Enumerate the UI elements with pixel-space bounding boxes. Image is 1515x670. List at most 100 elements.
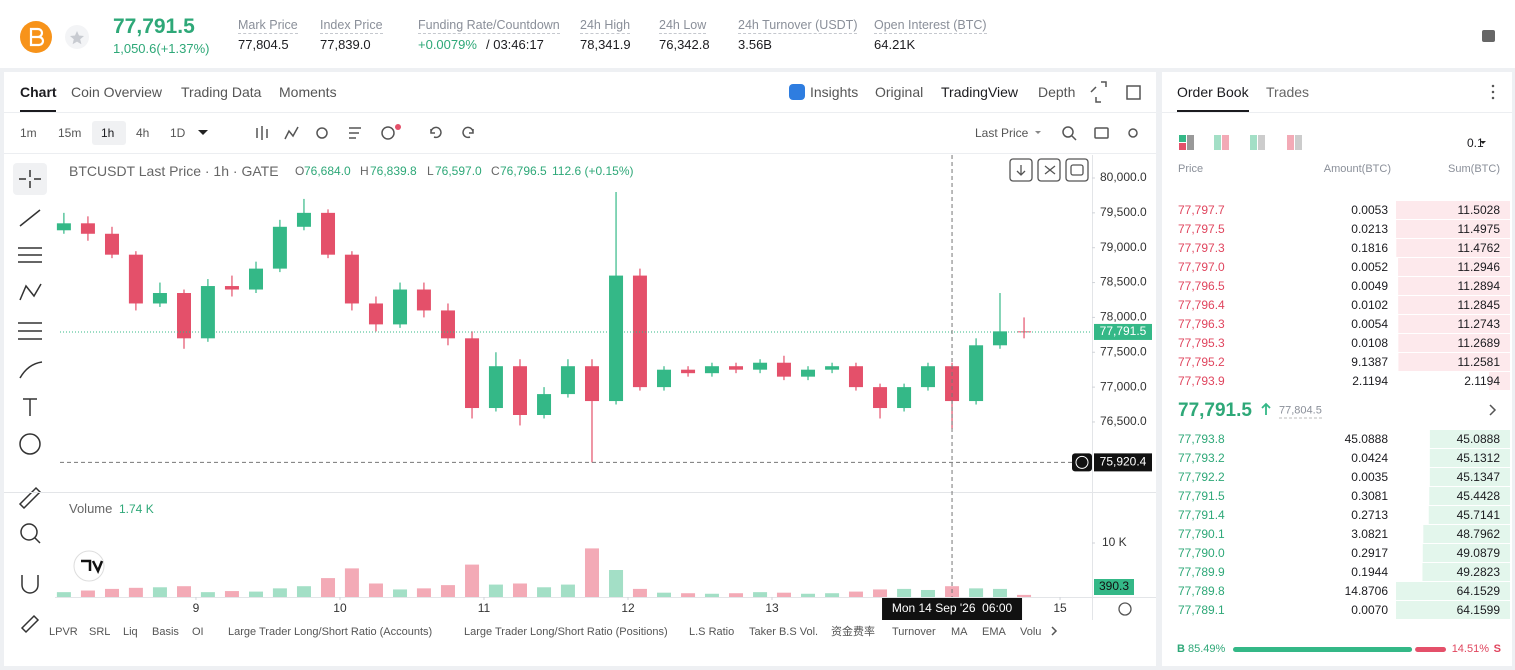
ob-price: 77,795.3 — [1178, 336, 1225, 350]
dropdown-caret[interactable] — [198, 130, 208, 135]
ob-sum: 48.7962 — [1456, 527, 1500, 541]
candle-body — [296, 212, 311, 227]
ob-amount: 0.0424 — [1351, 451, 1388, 465]
volume-bar — [512, 583, 527, 597]
depth-mode-icons[interactable] — [1179, 135, 1302, 150]
interval[interactable]: 15m — [58, 126, 82, 140]
ob-amount: 3.0821 — [1351, 527, 1388, 541]
indicator[interactable]: Volu — [1020, 626, 1042, 638]
ob-sum: 11.2894 — [1457, 279, 1501, 293]
indicator[interactable]: Basis — [152, 626, 179, 638]
interval[interactable]: 1h — [101, 126, 115, 140]
ob-sum: 45.1312 — [1456, 451, 1500, 465]
indicator[interactable]: EMA — [982, 626, 1006, 638]
volume-title: Volume — [69, 501, 113, 516]
indicator[interactable]: OI — [192, 626, 204, 638]
ob-sum: 45.7141 — [1456, 508, 1500, 522]
volume-bar — [657, 592, 672, 597]
volume-bar — [848, 591, 863, 597]
indicator[interactable]: MA — [951, 626, 968, 638]
indicator[interactable]: 资金费率 — [831, 626, 875, 638]
indicator[interactable]: L.S Ratio — [689, 626, 735, 638]
view-tab[interactable]: Insights — [810, 84, 859, 100]
candle-body — [729, 366, 744, 370]
dropdown-caret[interactable] — [1035, 131, 1041, 134]
toolbar-icons[interactable] — [256, 81, 1495, 141]
ob-sum: 11.4975 — [1457, 222, 1501, 236]
precision[interactable]: 0.1 — [1467, 136, 1484, 150]
legend-key: O — [295, 164, 305, 178]
volume-tick-label: 10 K — [1102, 535, 1127, 549]
candle-body — [825, 366, 840, 370]
ob-price: 77,797.7 — [1178, 203, 1225, 217]
scroll-right[interactable] — [1051, 626, 1058, 636]
indicator[interactable]: Large Trader Long/Short Ratio (Positions… — [464, 626, 668, 638]
y-tick-label: 76,500.0 — [1100, 414, 1147, 428]
indicator[interactable]: Large Trader Long/Short Ratio (Accounts) — [228, 626, 433, 638]
y-tick-label: 79,500.0 — [1100, 205, 1147, 219]
stat-value: 77,839.0 — [320, 37, 371, 52]
chart-tab[interactable]: Coin Overview — [71, 84, 163, 100]
ob-sum: 11.2743 — [1457, 317, 1501, 331]
ob-price: 77,790.0 — [1178, 546, 1225, 560]
ob-amount: 0.0108 — [1351, 336, 1388, 350]
view-tab[interactable]: Depth — [1038, 84, 1076, 100]
ob-price: 77,789.8 — [1178, 584, 1225, 598]
price-type[interactable]: Last Price — [975, 126, 1029, 140]
chart-tab[interactable]: Trading Data — [181, 84, 262, 100]
precision-caret[interactable] — [1480, 141, 1486, 144]
candle-body — [344, 254, 359, 304]
buy-ratio: 85.49% — [1188, 643, 1226, 655]
candle-body — [488, 366, 503, 409]
ob-tab[interactable]: Order Book — [1177, 84, 1249, 100]
legend-value: 76,796.5 — [500, 164, 547, 178]
depth-bar — [1428, 506, 1510, 524]
mark-price: 77,804.5 — [1279, 404, 1322, 419]
indicator[interactable]: LPVR — [49, 626, 78, 638]
y-tick-label: 78,000.0 — [1100, 310, 1147, 324]
candle-body — [152, 293, 167, 304]
volume-bar — [152, 587, 167, 597]
tab-underline — [20, 110, 56, 112]
view-tab[interactable]: Original — [875, 84, 924, 100]
pane-buttons[interactable] — [1009, 158, 1132, 616]
chevron[interactable] — [1489, 404, 1497, 416]
ai-icon[interactable] — [789, 84, 805, 100]
btc-glyph — [29, 27, 45, 47]
ob-price: 77,791.5 — [1178, 489, 1225, 503]
indicator[interactable]: Turnover — [892, 626, 936, 638]
x-tick-label: 10 — [333, 601, 347, 615]
candle-body — [440, 310, 455, 339]
interval[interactable]: 4h — [136, 126, 150, 140]
candle-body — [512, 366, 527, 415]
indicator[interactable]: SRL — [89, 626, 111, 638]
candle-body — [609, 275, 624, 402]
drawing-tools[interactable] — [18, 170, 43, 634]
indicator[interactable]: Liq — [123, 626, 138, 638]
ob-amount: 0.0049 — [1351, 279, 1388, 293]
interval[interactable]: 1D — [170, 126, 186, 140]
candle-body — [873, 387, 888, 409]
interval[interactable]: 1m — [20, 126, 37, 140]
depth-bar — [1398, 296, 1510, 314]
book-icon[interactable] — [1482, 30, 1495, 42]
volume-bar — [200, 592, 215, 597]
volume-bar — [128, 587, 143, 597]
chart-tab[interactable]: Moments — [279, 84, 337, 100]
sell-bar — [1415, 647, 1446, 652]
candle-body — [200, 286, 215, 339]
volume-bar — [224, 591, 239, 597]
ob-tab[interactable]: Trades — [1266, 84, 1310, 100]
candle-body — [632, 275, 647, 388]
chart-tab[interactable]: Chart — [20, 84, 57, 100]
indicator[interactable]: Taker B.S Vol. — [749, 626, 819, 638]
stat-label: Mark Price — [238, 18, 298, 34]
candle-body — [80, 223, 95, 234]
ob-amount: 45.0888 — [1344, 432, 1388, 446]
buy-bar — [1233, 647, 1413, 652]
legend-title: BTCUSDT Last Price · 1h · GATE — [69, 163, 279, 179]
view-tab[interactable]: TradingView — [941, 84, 1019, 100]
depth-bar — [1429, 468, 1510, 486]
